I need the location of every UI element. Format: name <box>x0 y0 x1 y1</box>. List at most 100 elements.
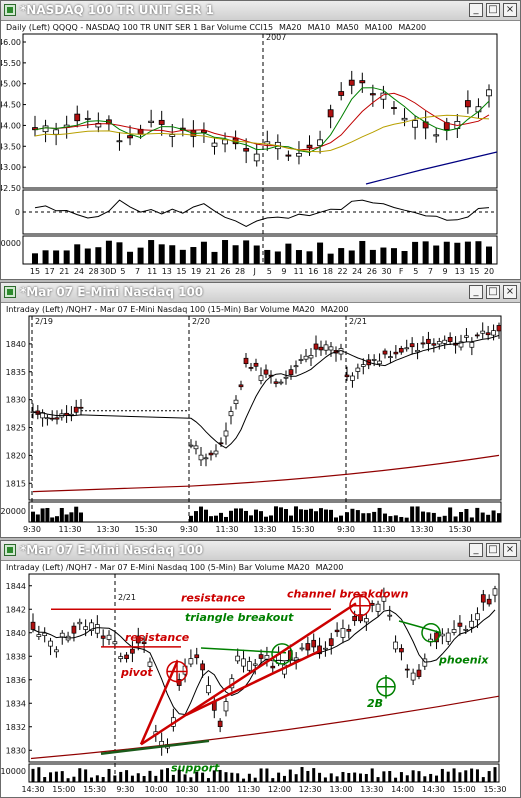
x-axis-label: 21 <box>206 267 216 276</box>
volume-bar <box>372 511 377 522</box>
volume-bar <box>453 516 458 522</box>
volume-bar <box>422 241 429 264</box>
volume-bar <box>440 768 444 782</box>
volume-bar <box>45 507 50 522</box>
price-bar <box>340 628 346 638</box>
minimize-button[interactable]: _ <box>469 3 483 17</box>
price-bar <box>169 134 176 137</box>
volume-bar <box>491 510 496 522</box>
x-axis-label: 11:30 <box>215 525 238 534</box>
x-axis-label: 15:00 <box>453 785 476 794</box>
window-title-bar[interactable]: *Mar 07 E-Mini Nasdaq 100 _ □ × <box>1 283 520 303</box>
volume-bar <box>236 773 240 782</box>
price-bar <box>296 152 302 157</box>
volume-bar <box>63 250 70 264</box>
volume-bar <box>69 512 74 522</box>
volume-bar <box>259 511 263 522</box>
window-title-bar[interactable]: *Mar 07 E-Mini Nasdaq 100 _ □ × <box>1 541 520 561</box>
volume-bar <box>338 248 345 264</box>
price-bar <box>306 144 313 149</box>
volume-bar <box>443 241 450 264</box>
price-bar <box>492 588 498 596</box>
ma200-line <box>30 695 500 760</box>
price-bar <box>135 635 141 644</box>
price-bar <box>369 602 375 606</box>
volume-bar <box>458 772 462 782</box>
ma200-line <box>32 454 500 493</box>
minimize-button[interactable]: _ <box>469 543 483 557</box>
volume-bar <box>101 776 105 782</box>
price-bar <box>401 117 408 121</box>
x-axis-label: 5 <box>120 267 125 276</box>
volume-bar <box>294 506 298 522</box>
intraday-15min-window[interactable]: *Mar 07 E-Mini Nasdaq 100 _ □ × Intraday… <box>0 282 521 538</box>
price-bar <box>327 109 334 118</box>
x-axis-label: 13:30 <box>410 525 433 534</box>
close-button[interactable]: × <box>503 3 517 17</box>
volume-bar <box>486 514 491 522</box>
volume-bar <box>239 508 243 522</box>
intraday-15min-canvas[interactable]: Intraday (Left) /NQH7 - Mar 07 E-Mini Na… <box>1 302 520 537</box>
volume-bar <box>327 253 334 264</box>
volume-bar <box>209 516 213 522</box>
volume-bar <box>199 506 203 522</box>
maximize-button[interactable]: □ <box>486 3 500 17</box>
price-bar <box>426 338 431 344</box>
price-bar <box>348 79 355 86</box>
volume-bar <box>32 253 38 264</box>
price-bar <box>77 621 83 625</box>
close-button[interactable]: × <box>503 285 517 299</box>
price-bar <box>238 384 244 388</box>
price-bar <box>78 406 84 409</box>
price-tick-label: 42.50 <box>1 184 21 193</box>
volume-bar <box>158 244 165 264</box>
x-axis-label: 20 <box>484 267 494 276</box>
ma20-line <box>34 92 490 151</box>
price-bar <box>228 411 234 417</box>
price-tick-label: 1830 <box>6 396 26 405</box>
volume-bar <box>410 506 415 522</box>
price-bar <box>440 633 445 637</box>
intraday-5min-canvas[interactable]: Intraday (Left) /NQH7 - Mar 07 E-Mini Na… <box>1 560 520 797</box>
x-axis-label: 11:00 <box>206 785 229 794</box>
volume-bar <box>95 247 102 264</box>
maximize-button[interactable]: □ <box>486 543 500 557</box>
price-bar <box>48 640 53 647</box>
ma100-line <box>365 151 498 185</box>
volume-bar <box>317 242 324 264</box>
chart-window-icon <box>4 286 16 298</box>
volume-bar <box>274 506 278 522</box>
intraday-5min-window[interactable]: *Mar 07 E-Mini Nasdaq 100 _ □ × Intraday… <box>0 540 521 798</box>
daily-chart-canvas[interactable]: Daily (Left) QQQQ - NASDAQ 100 TR UNIT S… <box>1 20 520 279</box>
volume-bar <box>388 771 392 782</box>
price-bar <box>328 346 334 351</box>
price-bar <box>346 628 352 632</box>
volume-bar <box>314 511 318 522</box>
volume-tick-label: 20000 <box>1 507 26 516</box>
ma10-line <box>34 87 490 153</box>
price-bar <box>318 346 324 351</box>
price-bar <box>352 615 357 622</box>
price-bar <box>100 635 106 639</box>
volume-bar <box>60 771 64 782</box>
price-bar <box>252 663 258 666</box>
price-bar <box>42 125 49 133</box>
close-button[interactable]: × <box>503 543 517 557</box>
volume-bar <box>429 773 433 782</box>
window-title-bar[interactable]: *NASDAQ 100 TR UNIT SER 1 _ □ × <box>1 1 520 21</box>
volume-bar <box>294 774 298 782</box>
legend-item: Daily (Left) QQQQ - NASDAQ 100 TR UNIT S… <box>6 23 273 32</box>
price-bar <box>382 350 388 355</box>
price-bar <box>409 343 415 348</box>
price-bar <box>188 658 194 665</box>
minimize-button[interactable]: _ <box>469 285 483 299</box>
price-tick-label: 43.00 <box>1 163 21 172</box>
daily-chart-window[interactable]: *NASDAQ 100 TR UNIT SER 1 _ □ × Daily (L… <box>0 0 521 280</box>
price-bar <box>393 351 399 355</box>
maximize-button[interactable]: □ <box>486 285 500 299</box>
volume-bar <box>361 513 366 522</box>
price-tick-label: 1815 <box>6 479 26 488</box>
volume-bar <box>137 247 144 264</box>
volume-bar <box>264 516 268 522</box>
triangle-breakout-circle <box>271 643 293 665</box>
